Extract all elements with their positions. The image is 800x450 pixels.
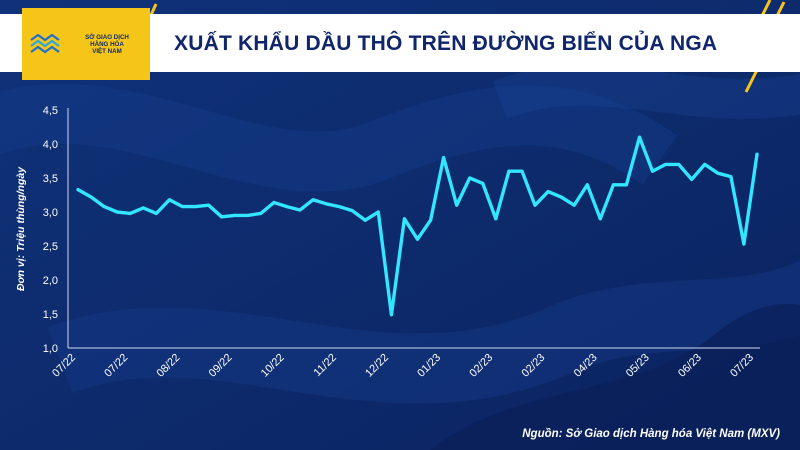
x-tick-label: 07/23 [728,352,756,380]
data-point [690,177,694,181]
data-point [311,198,315,202]
data-point [611,183,615,187]
data-point [651,169,654,173]
logo-text: SỞ GIAO DỊCH HÀNG HÓA VIỆT NAM [68,34,146,55]
data-point [115,210,119,214]
data-point [89,195,93,199]
x-tick-label: 08/22 [154,352,182,380]
y-tick-label: 4,5 [43,105,58,117]
data-point [677,162,681,166]
x-tick-label: 07/22 [102,352,130,380]
data-point [376,210,380,214]
data-point [729,175,733,179]
data-point [76,188,80,192]
x-tick-label: 09/22 [207,352,235,380]
y-axis-label: Đơn vị: Triệu thùng/ngày [15,166,27,291]
y-tick-label: 2,5 [43,241,58,253]
data-point [363,218,367,222]
logo: SỞ GIAO DỊCH HÀNG HÓA VIỆT NAM [22,8,150,80]
y-tick-label: 3,5 [43,173,58,185]
data-point [664,162,668,166]
x-tick-label: 12/22 [363,352,391,380]
data-point [128,211,132,215]
x-tick-label: 02/23 [520,352,548,380]
data-point [233,213,237,217]
data-point [533,203,537,207]
data-point [167,198,171,202]
y-tick-label: 2,0 [43,275,58,287]
data-point [624,183,628,187]
x-tick-label: 10/22 [259,352,287,380]
source-note: Nguồn: Sở Giao dịch Hàng hóa Việt Nam (M… [522,428,780,440]
data-point [416,237,419,241]
data-point [194,205,197,209]
data-point [429,218,433,222]
data-point [298,208,302,212]
y-tick-label: 3,0 [43,207,58,219]
data-point [585,183,589,187]
logo-mark-icon [30,34,60,54]
data-point [468,176,472,180]
logo-line-3: VIỆT NAM [92,48,122,55]
data-point [546,190,550,194]
data-point [389,313,393,317]
x-tick-label: 02/23 [467,352,495,380]
data-point [220,215,224,219]
data-point [481,181,485,185]
data-point [520,169,524,173]
data-point [246,213,250,217]
data-point [402,217,406,221]
y-tick-label: 1,5 [43,309,58,321]
data-point [559,195,563,199]
x-tick-label: 11/22 [312,352,339,379]
data-point [755,152,759,156]
x-tick-label: 06/23 [676,352,704,380]
chart-title: XUẤT KHẨU DẦU THÔ TRÊN ĐƯỜNG BIỂN CỦA NG… [174,32,718,55]
data-point [141,206,145,210]
data-point [259,211,263,215]
data-point [102,205,106,209]
logo-line-2: HÀNG HÓA [90,41,124,48]
data-point [207,203,211,207]
y-tick-label: 1,0 [43,343,58,355]
data-point [703,162,707,166]
data-point [742,242,746,246]
data-point [638,135,641,139]
data-point [716,171,720,175]
data-point [181,205,184,209]
data-point [324,202,328,206]
x-tick-label: 01/23 [415,352,443,380]
data-point [337,205,341,209]
series-line [76,135,759,317]
data-point [494,217,498,221]
logo-line-1: SỞ GIAO DỊCH [85,34,129,41]
x-tick-label: 07/22 [50,352,78,380]
data-point [507,169,511,173]
data-point [455,203,459,207]
data-point [154,211,158,215]
data-point [272,201,276,204]
data-point [572,203,576,207]
y-tick-label: 4,0 [43,139,58,151]
data-point [350,209,354,213]
x-tick-label: 05/23 [624,352,652,380]
x-tick-label: 04/23 [572,352,600,380]
data-point [285,205,289,209]
data-point [442,156,446,160]
data-point [598,217,602,221]
